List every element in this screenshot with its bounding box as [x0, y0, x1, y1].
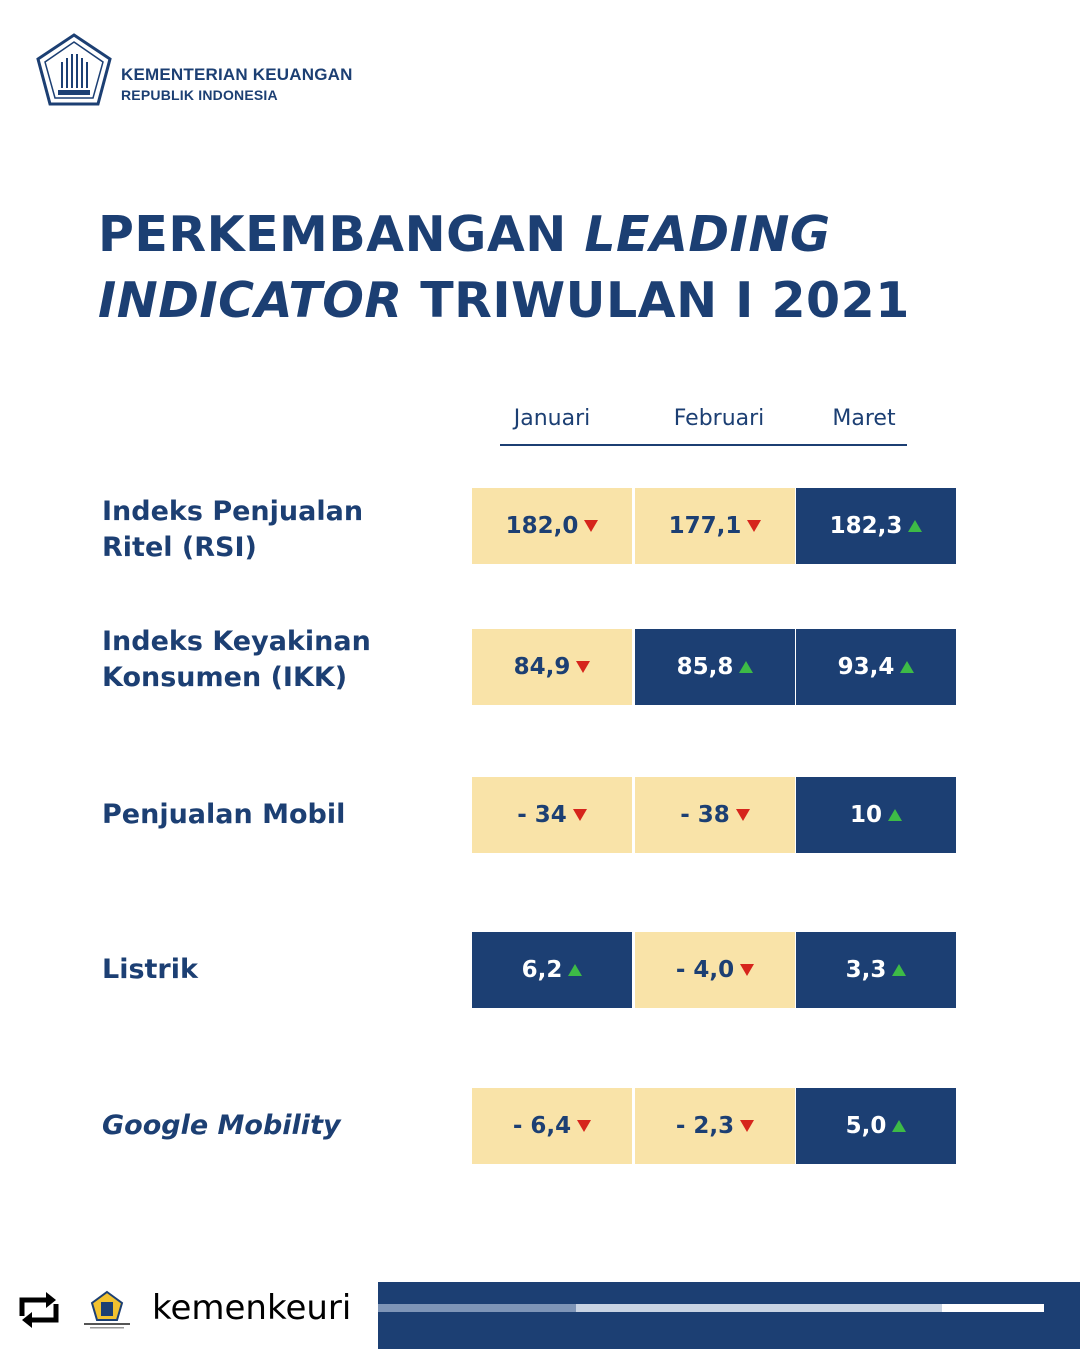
cell-mobil-februari: - 38: [635, 777, 795, 853]
down-arrow-icon: [735, 809, 750, 821]
org-name-line2: REPUBLIK INDONESIA: [121, 87, 278, 103]
cell-ikk-januari: 84,9: [472, 629, 632, 705]
cell-listrik-februari: - 4,0: [635, 932, 795, 1008]
cell-value: 93,4: [837, 654, 895, 680]
cell-value: 177,1: [668, 513, 742, 539]
up-arrow-icon: [568, 964, 583, 976]
row-label-line: Penjualan Mobil: [102, 799, 346, 830]
cell-value: 10: [849, 802, 882, 828]
row-label-mobil: Penjualan Mobil: [102, 797, 442, 833]
cell-value: 6,2: [521, 957, 563, 983]
cell-ikk-februari: 85,8: [635, 629, 795, 705]
row-label-line: Listrik: [102, 954, 198, 985]
month-header-januari: Januari: [513, 406, 591, 431]
down-arrow-icon: [577, 1120, 592, 1132]
down-arrow-icon: [572, 809, 587, 821]
title-part-4: TRIWULAN I 2021: [402, 272, 910, 329]
down-arrow-icon: [740, 1120, 755, 1132]
up-arrow-icon: [892, 964, 907, 976]
cell-rsi-januari: 182,0: [472, 488, 632, 564]
row-label-listrik: Listrik: [102, 952, 442, 988]
org-name: KEMENTERIAN KEUANGAN REPUBLIK INDONESIA: [121, 64, 353, 105]
cell-value: - 6,4: [512, 1113, 572, 1139]
cell-rsi-februari: 177,1: [635, 488, 795, 564]
cell-value: 182,0: [505, 513, 579, 539]
up-arrow-icon: [900, 661, 915, 673]
down-arrow-icon: [576, 661, 591, 673]
row-label-line: Ritel (RSI): [102, 532, 257, 563]
cell-value: - 2,3: [675, 1113, 735, 1139]
kemenkeu-logo: [36, 33, 112, 106]
down-arrow-icon: [740, 964, 755, 976]
header-divider: [500, 444, 907, 446]
cell-google-januari: - 6,4: [472, 1088, 632, 1164]
row-label-rsi: Indeks Penjualan Ritel (RSI): [102, 494, 442, 566]
up-arrow-icon: [888, 809, 902, 821]
row-label-line: Google Mobility: [102, 1110, 341, 1141]
footer-bar-segment: [576, 1304, 942, 1312]
row-label-google-mobility: Google Mobility: [102, 1108, 442, 1144]
cell-value: - 4,0: [675, 957, 735, 983]
up-arrow-icon: [739, 661, 754, 673]
cell-rsi-maret: 182,3: [796, 488, 956, 564]
cell-value: - 34: [517, 802, 567, 828]
cell-listrik-maret: 3,3: [796, 932, 956, 1008]
cell-value: 3,3: [845, 957, 887, 983]
up-arrow-icon: [892, 1120, 907, 1132]
row-label-ikk: Indeks Keyakinan Konsumen (IKK): [102, 624, 442, 696]
account-handle[interactable]: kemenkeuri: [152, 1288, 352, 1328]
cell-listrik-januari: 6,2: [472, 932, 632, 1008]
row-label-line: Indeks Keyakinan: [102, 626, 371, 657]
title-part-1: PERKEMBANGAN: [98, 206, 585, 263]
row-label-line: Indeks Penjualan: [102, 496, 364, 527]
cell-value: 182,3: [829, 513, 903, 539]
footer-bar-segment: [378, 1304, 576, 1312]
title-part-2: LEADING: [584, 206, 831, 263]
down-arrow-icon: [747, 520, 762, 532]
month-header-maret: Maret: [832, 406, 896, 431]
cell-ikk-maret: 93,4: [796, 629, 956, 705]
cell-mobil-januari: - 34: [472, 777, 632, 853]
title-part-3: INDICATOR: [98, 272, 403, 329]
up-arrow-icon: [908, 520, 923, 532]
month-header-februari: Februari: [673, 406, 765, 431]
org-name-line1: KEMENTERIAN KEUANGAN: [121, 65, 353, 84]
cell-value: 84,9: [513, 654, 571, 680]
row-label-line: Konsumen (IKK): [102, 662, 348, 693]
cell-google-februari: - 2,3: [635, 1088, 795, 1164]
cell-value: 85,8: [676, 654, 734, 680]
down-arrow-icon: [584, 520, 599, 532]
kemenkeu-mini-logo: [84, 1290, 130, 1329]
page-title: PERKEMBANGAN LEADING INDICATOR TRIWULAN …: [98, 202, 998, 334]
footer-bar: [378, 1282, 1080, 1349]
cell-value: - 38: [680, 802, 730, 828]
cell-value: 5,0: [845, 1113, 887, 1139]
cell-google-maret: 5,0: [796, 1088, 956, 1164]
footer-bar-segment: [942, 1304, 1044, 1312]
cell-mobil-maret: 10: [796, 777, 956, 853]
repost-icon[interactable]: [16, 1290, 62, 1330]
